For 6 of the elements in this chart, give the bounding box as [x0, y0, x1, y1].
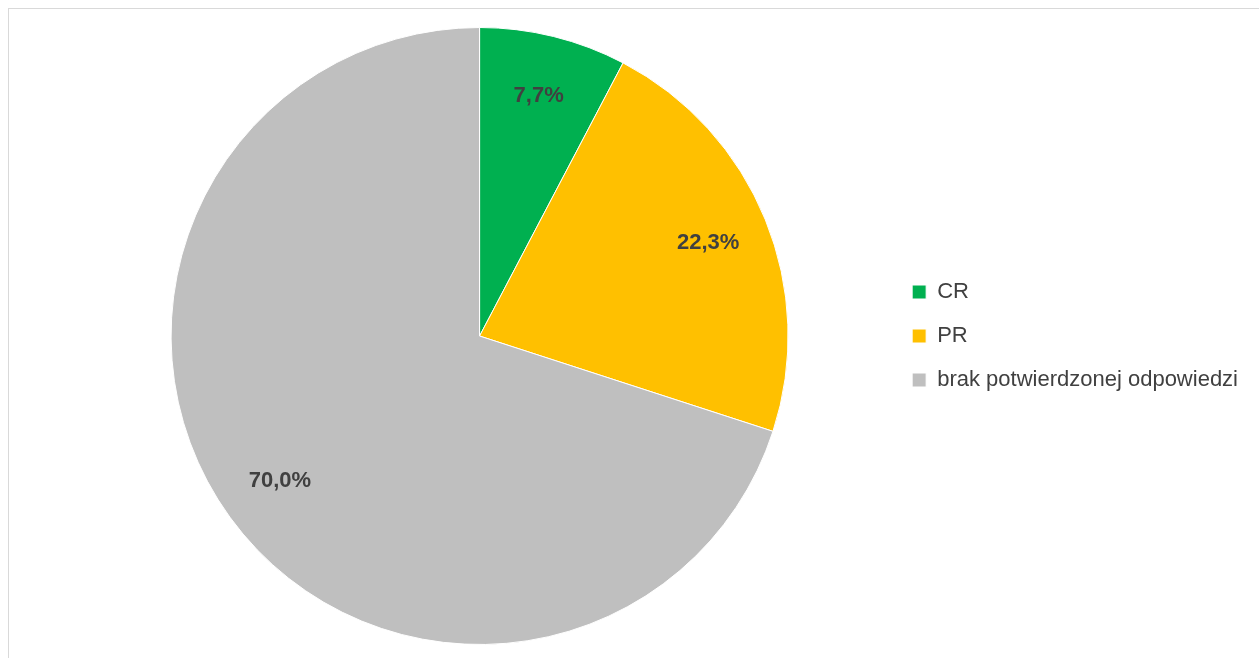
legend-label: brak potwierdzonej odpowiedzi: [937, 366, 1239, 392]
legend-label: PR: [937, 322, 968, 348]
data-label: 70,0%: [248, 467, 312, 493]
legend-label: CR: [937, 278, 969, 304]
data-label: 7,7%: [513, 82, 564, 108]
data-label: 22,3%: [676, 229, 740, 255]
